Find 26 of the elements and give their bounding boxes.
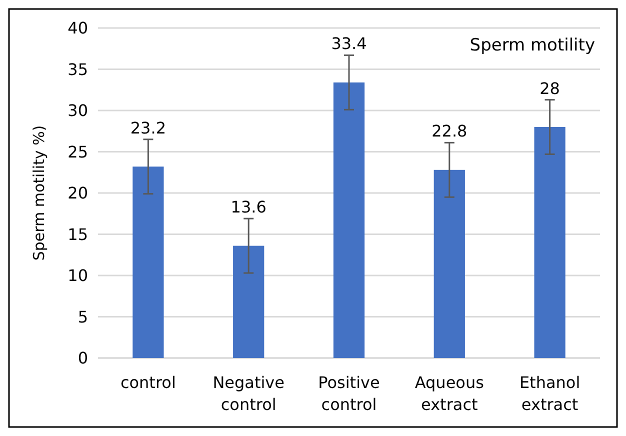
data-label: 23.2 <box>130 118 166 138</box>
x-tick-label: Positive control <box>318 373 380 414</box>
data-label: 13.6 <box>230 198 266 217</box>
bar <box>333 82 365 358</box>
bar <box>233 246 264 358</box>
bar <box>434 170 465 358</box>
y-axis-title: Sperm motility %) <box>30 125 48 261</box>
bar <box>132 166 164 358</box>
y-tick-label: 30 <box>68 101 88 120</box>
bar <box>534 127 566 358</box>
y-tick-label: 35 <box>68 60 88 79</box>
y-tick-label: 25 <box>68 142 88 162</box>
y-tick-label: 10 <box>68 266 88 286</box>
x-tick-label: Aqueous extract <box>414 373 484 414</box>
y-tick-label: 5 <box>78 307 88 326</box>
text: Sperm motility <box>470 35 595 56</box>
y-tick-label: 40 <box>68 18 88 38</box>
data-label: 22.8 <box>432 122 468 141</box>
x-tick-label: Negative control <box>212 373 285 414</box>
x-tick-label: Ethanol extract <box>519 373 580 414</box>
data-label: 28 <box>540 78 560 98</box>
y-tick-label: 15 <box>68 224 88 244</box>
y-tick-label: 0 <box>78 348 88 368</box>
y-tick-label: 20 <box>68 184 88 203</box>
x-tick-label: control <box>120 373 176 392</box>
data-label: 33.4 <box>331 34 367 54</box>
